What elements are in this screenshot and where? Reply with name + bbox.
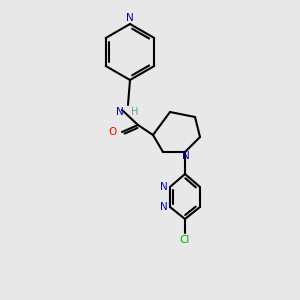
Text: N: N	[160, 202, 168, 212]
Text: N: N	[116, 107, 124, 117]
Text: H: H	[131, 107, 138, 117]
Text: N: N	[160, 182, 168, 192]
Text: N: N	[126, 13, 134, 23]
Text: O: O	[109, 127, 117, 137]
Text: Cl: Cl	[180, 235, 190, 245]
Text: N: N	[182, 151, 190, 161]
